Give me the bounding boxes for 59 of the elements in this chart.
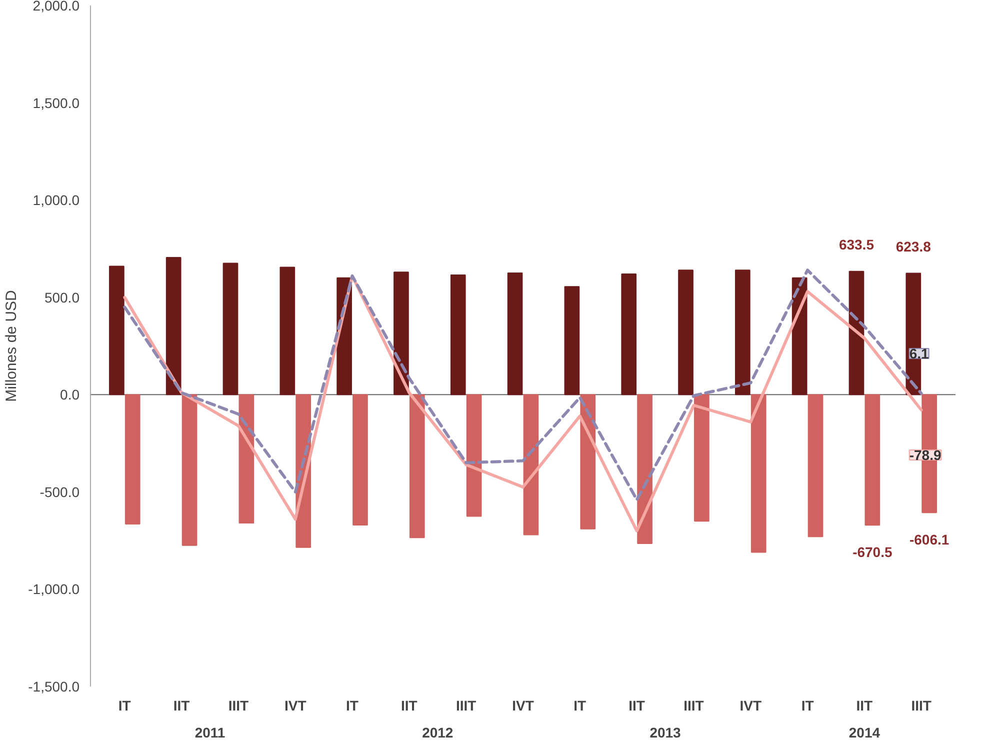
bar — [523, 394, 539, 536]
bar — [564, 286, 580, 396]
bar — [637, 394, 652, 544]
bar — [238, 394, 254, 524]
bar — [580, 394, 596, 530]
bar — [678, 270, 694, 396]
x-tick-label: IVT — [284, 698, 307, 714]
data-label: 633.5 — [838, 236, 874, 252]
bar — [848, 270, 864, 396]
y-tick-label: 0.0 — [60, 386, 80, 403]
x-tick-label: IT — [346, 698, 359, 714]
bar — [808, 394, 824, 538]
x-tick-label: IIIT — [456, 698, 477, 714]
y-tick-label: 500.0 — [44, 289, 80, 306]
bar — [409, 394, 425, 538]
x-tick-label: IIT — [173, 698, 190, 714]
x-tick-label: IVT — [740, 698, 762, 714]
bar — [450, 274, 466, 396]
bar — [352, 394, 368, 526]
bar — [694, 394, 710, 522]
bar — [166, 256, 182, 396]
x-tick-label: IT — [574, 698, 587, 714]
x-tick-label: IIT — [856, 698, 874, 714]
bar — [280, 266, 296, 396]
x-tick-label: IVT — [512, 698, 534, 714]
y-axis-title: Millones de USD — [3, 290, 20, 402]
x-tick-label: IIT — [628, 698, 646, 714]
y-tick-label: 1,500.0 — [32, 94, 80, 111]
x-tick-label: IIIT — [228, 698, 250, 714]
bar — [394, 272, 409, 396]
data-label: -78.9 — [909, 446, 942, 463]
bar — [734, 270, 750, 396]
bar — [621, 274, 637, 396]
data-label: -670.5 — [852, 544, 892, 560]
bar — [750, 394, 766, 553]
bar — [124, 394, 140, 525]
text: 2014 — [848, 724, 880, 740]
x-tick-label: IT — [801, 698, 814, 714]
text: 2011 — [194, 724, 226, 740]
y-tick-label: -1,500.0 — [28, 678, 80, 694]
y-tick-label: 1,000.0 — [32, 192, 80, 208]
data-label: -606.1 — [909, 532, 950, 548]
bar — [466, 394, 482, 517]
data-label: 623.8 — [896, 238, 932, 254]
bar — [182, 394, 198, 546]
data-label: 6.1 — [909, 345, 930, 362]
x-tick-label: IIIT — [911, 698, 932, 714]
bar — [864, 394, 880, 526]
text: 2013 — [650, 724, 682, 740]
y-tick-label: -500.0 — [40, 484, 80, 500]
bar — [109, 266, 124, 396]
x-tick-label: IIIT — [684, 698, 704, 714]
bar — [507, 272, 523, 396]
y-tick-label: -1,000.0 — [28, 581, 80, 598]
y-tick-label: 2,000.0 — [32, 0, 80, 14]
x-tick-label: IT — [118, 698, 132, 714]
bar — [222, 262, 238, 396]
text: 2012 — [422, 724, 454, 740]
x-tick-label: IIT — [401, 698, 418, 714]
